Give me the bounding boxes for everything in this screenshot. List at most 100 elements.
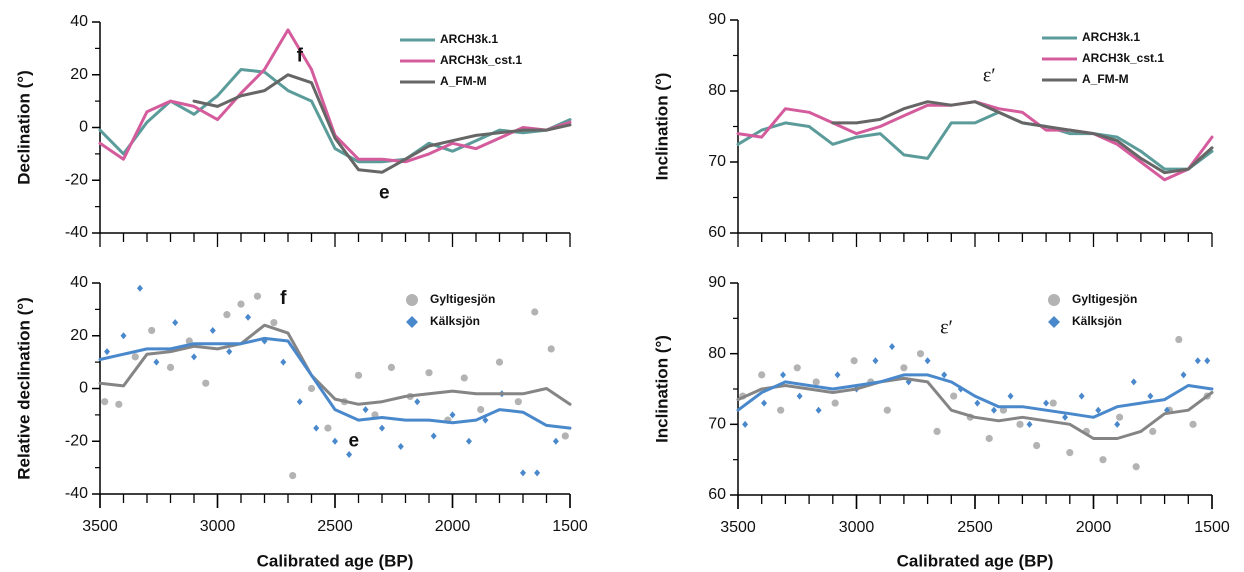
point <box>245 313 252 321</box>
point <box>1115 413 1124 421</box>
point <box>120 332 127 340</box>
line-series <box>736 100 1214 182</box>
point <box>883 406 891 414</box>
legend-label: A_FM-M <box>440 74 487 88</box>
point <box>1130 378 1137 386</box>
annotation: e <box>379 182 390 203</box>
point <box>1007 392 1014 400</box>
point <box>758 371 766 379</box>
x-tick-label: 2000 <box>1076 519 1112 536</box>
y-tick-label: 40 <box>70 13 88 30</box>
legend-label: Kälksjön <box>430 314 480 328</box>
point <box>999 406 1008 414</box>
annotation: f <box>297 45 304 66</box>
y-axis-label: Inclination (°) <box>652 73 671 181</box>
point <box>1049 399 1057 407</box>
fit-line <box>98 323 572 406</box>
point <box>101 398 109 406</box>
y-axis-label: Inclination (°) <box>652 335 671 443</box>
point <box>815 406 822 414</box>
point <box>223 311 231 319</box>
y-tick-label: 60 <box>708 486 726 503</box>
point <box>482 416 489 424</box>
point <box>777 406 785 414</box>
point <box>379 424 385 432</box>
point <box>985 434 993 443</box>
point <box>449 411 456 419</box>
point <box>1016 420 1024 428</box>
point <box>872 357 879 365</box>
point <box>1066 449 1074 457</box>
line-series <box>98 68 572 164</box>
point <box>916 350 925 358</box>
legend-label: Gyltigesjön <box>430 292 495 306</box>
point <box>1194 357 1201 365</box>
y-tick-label: 90 <box>708 274 726 291</box>
x-tick-label: 2500 <box>957 519 993 536</box>
legend-swatch <box>406 294 418 306</box>
y-tick-label: 60 <box>708 224 726 241</box>
point <box>974 399 981 407</box>
point <box>1149 427 1157 435</box>
point <box>332 437 338 445</box>
point <box>253 292 262 300</box>
point <box>191 353 197 361</box>
point <box>547 345 555 353</box>
point <box>226 348 233 356</box>
x-tick-label: 3000 <box>200 518 236 535</box>
y-tick-label: 80 <box>708 82 726 99</box>
x-axis-label: Calibrated age (BP) <box>257 551 414 570</box>
panel: -40 -20 0 20 40 3500 3000 2500 2000 1500 Calibrate… <box>14 274 587 570</box>
x-tick-label: 3500 <box>82 518 118 535</box>
point <box>131 353 139 361</box>
point <box>941 371 948 379</box>
point <box>889 343 896 351</box>
x-tick-label: 3000 <box>839 519 875 536</box>
point <box>270 318 278 327</box>
point <box>397 443 404 451</box>
line-series <box>831 100 1214 175</box>
point <box>900 364 908 372</box>
line-series <box>736 110 1214 171</box>
y-tick-label: -40 <box>65 224 88 241</box>
annotation: e <box>349 430 360 451</box>
x-axis-label: Calibrated age (BP) <box>897 551 1054 570</box>
legend-label: A_FM-M <box>1082 72 1129 86</box>
point <box>796 392 803 400</box>
point <box>534 469 541 477</box>
y-tick-label: 20 <box>70 66 88 83</box>
point <box>148 326 156 335</box>
y-tick-label: -40 <box>65 485 88 502</box>
point <box>104 348 111 356</box>
point <box>531 308 539 316</box>
point <box>202 379 210 387</box>
point <box>1062 413 1069 421</box>
point <box>313 424 320 432</box>
point <box>1114 420 1121 428</box>
y-tick-label: 20 <box>70 327 88 344</box>
point <box>172 319 179 327</box>
point <box>924 357 931 365</box>
point <box>425 369 433 377</box>
point <box>387 363 395 371</box>
point <box>153 358 160 366</box>
y-tick-label: 0 <box>79 119 88 136</box>
x-tick-label: 1500 <box>552 518 588 535</box>
point <box>950 392 958 400</box>
x-tick-label: 3500 <box>720 519 756 536</box>
point <box>362 406 369 414</box>
y-axis-label: Relative declination (°) <box>14 297 33 480</box>
y-axis-label: Declination (°) <box>14 70 33 184</box>
legend-swatch <box>1048 294 1060 306</box>
point <box>460 374 468 382</box>
line-series <box>192 73 572 174</box>
y-tick-label: 40 <box>70 274 88 291</box>
point <box>761 399 768 407</box>
point <box>812 378 820 386</box>
legend-swatch <box>406 316 418 328</box>
point <box>465 437 472 445</box>
annotation: f <box>280 288 287 309</box>
y-tick-label: 90 <box>708 11 726 28</box>
point <box>1095 406 1102 414</box>
point <box>1189 420 1197 428</box>
